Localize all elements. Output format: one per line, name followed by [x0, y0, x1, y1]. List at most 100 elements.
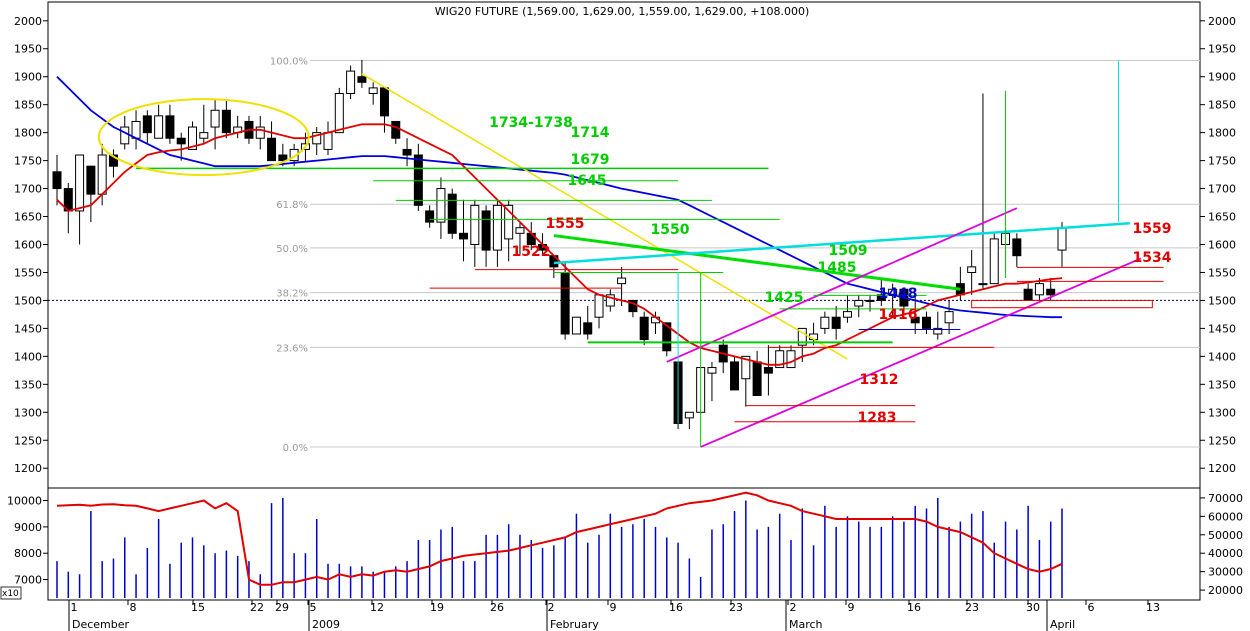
candle-body	[131, 120, 141, 139]
month-label: 2009	[312, 618, 340, 631]
volume-tick-label-right: 20000	[1208, 584, 1243, 597]
candle-body	[379, 87, 389, 117]
y-tick-label-left: 1700	[14, 183, 42, 196]
y-tick-label-left: 1300	[14, 406, 42, 419]
candle-body	[1012, 238, 1022, 257]
candle-body	[515, 227, 525, 234]
candle-body	[560, 271, 570, 335]
candle-body	[605, 294, 615, 307]
candle-body	[334, 92, 344, 134]
y-tick-label-left: 2000	[14, 15, 42, 28]
x-tick-label: 2	[790, 601, 797, 614]
annotation-label: 1555	[546, 216, 585, 232]
y-tick-label-right: 2000	[1208, 15, 1236, 28]
candle-body	[978, 283, 988, 286]
candle-body	[120, 126, 130, 145]
candle-body	[210, 109, 220, 128]
candle-body	[176, 137, 186, 145]
annotation-label: 1425	[765, 290, 804, 306]
volume-average-line	[56, 491, 1063, 586]
annotation-label: 1509	[829, 243, 868, 259]
month-label: March	[789, 618, 823, 631]
candle-body	[108, 154, 118, 167]
candle-body	[188, 126, 198, 150]
x-tick-label: 12	[370, 601, 384, 614]
candle-body	[786, 350, 796, 369]
x-tick-label: 26	[490, 601, 504, 614]
magenta-channel-lower	[700, 257, 1142, 448]
candle-body	[154, 115, 164, 139]
volume-tick-label-left: 9000	[14, 521, 42, 534]
fib-label: 61.8%	[276, 200, 308, 211]
candle-body	[933, 327, 943, 335]
annotation-label: 1283	[858, 410, 897, 426]
y-tick-label-left: 1850	[14, 99, 42, 112]
annotation-label: 1485	[818, 260, 857, 276]
candle-body	[797, 327, 807, 346]
y-tick-label-right: 1700	[1208, 183, 1236, 196]
candle-body	[481, 210, 491, 251]
fib-label: 0.0%	[283, 443, 308, 454]
y-tick-label-right: 1850	[1208, 99, 1236, 112]
candle-body	[583, 322, 593, 335]
volume-tick-label-left: 7000	[14, 574, 42, 587]
volume-tick-label-left: 10000	[7, 495, 42, 508]
y-tick-label-right: 1750	[1208, 155, 1236, 168]
candle-body	[255, 126, 265, 139]
x-tick-label: 23	[965, 601, 979, 614]
green-trendline	[553, 234, 961, 291]
candle-body	[165, 115, 175, 139]
candle-body	[944, 311, 954, 324]
y-tick-label-left: 1750	[14, 155, 42, 168]
y-tick-label-left: 1950	[14, 43, 42, 56]
volume-scale-box	[0, 586, 22, 600]
x-tick-label: 9	[848, 601, 855, 614]
candle-body	[1023, 288, 1033, 301]
volume-tick-label-right: 70000	[1208, 492, 1243, 505]
red-range-box	[971, 299, 1153, 309]
y-tick-label-right: 1650	[1208, 211, 1236, 224]
annotation-label: 1312	[860, 372, 899, 388]
volume-tick-label-right: 40000	[1208, 547, 1243, 560]
candle-body	[741, 355, 751, 380]
y-tick-label-right: 1900	[1208, 71, 1236, 84]
y-tick-label-right: 1200	[1208, 462, 1236, 475]
x-tick-label: 13	[1146, 601, 1160, 614]
candle-body	[459, 232, 469, 240]
magenta-channel-upper	[666, 207, 1018, 363]
x-tick-label: 16	[907, 601, 921, 614]
y-tick-label-left: 1900	[14, 71, 42, 84]
y-tick-label-left: 1800	[14, 127, 42, 140]
candle-body	[639, 316, 649, 341]
y-tick-label-left: 1450	[14, 322, 42, 335]
month-label: February	[550, 618, 599, 631]
candle-body	[921, 316, 931, 329]
candle-body	[989, 238, 999, 285]
candle-body	[357, 76, 367, 83]
y-tick-label-right: 1250	[1208, 434, 1236, 447]
x-tick-label: 8	[130, 601, 137, 614]
x-tick-label: 1	[71, 601, 78, 614]
candle-body	[662, 322, 672, 352]
annotation-label: 1734-1738	[489, 115, 573, 131]
x-tick-label: 5	[310, 601, 317, 614]
candle-body	[323, 132, 333, 150]
y-tick-label-left: 1500	[14, 294, 42, 307]
candle-body	[391, 120, 401, 139]
candle-body	[402, 148, 412, 156]
fib-label: 38.2%	[276, 289, 308, 300]
x-tick-label: 19	[430, 601, 444, 614]
y-tick-label-left: 1350	[14, 378, 42, 391]
volume-tick-label-right: 60000	[1208, 510, 1243, 523]
x-tick-label: 30	[1026, 601, 1040, 614]
yellow-trendline	[361, 73, 848, 360]
candle-body	[1057, 227, 1067, 251]
annotation-label: 1534	[1133, 250, 1172, 266]
candle-body	[97, 154, 107, 195]
candle-body	[425, 210, 435, 223]
volume-scale-label: x10	[2, 589, 19, 599]
x-tick-label: 6	[1088, 601, 1095, 614]
candle-body	[967, 266, 977, 273]
y-tick-label-right: 1950	[1208, 43, 1236, 56]
